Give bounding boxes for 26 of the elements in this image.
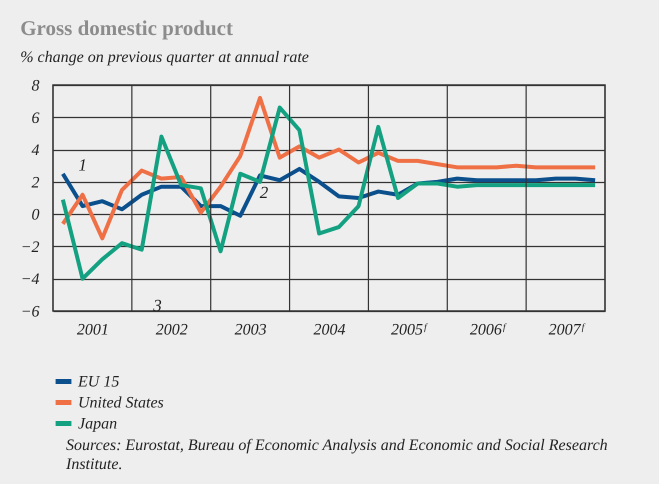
x-tick-label: 2002 [156,322,188,338]
x-tick-label: 2003 [234,322,267,338]
y-tick-label: −6 [20,304,40,320]
y-tick-label: −2 [20,238,40,256]
line-series [60,106,598,281]
y-tick-label: 6 [32,110,40,127]
annotation: 2 [260,183,269,202]
legend-label: EU 15 [77,374,120,390]
y-tick-label: 2 [32,174,40,192]
x-tick-label: 2001 [76,322,109,338]
line-series [60,96,598,240]
y-tick-label: 0 [32,206,40,224]
chart-title: Gross domestic product [20,16,233,40]
y-tick-label: −4 [20,271,40,288]
annotation: 1 [78,156,87,175]
legend-label: Japan [78,416,118,432]
chart-subtitle: % change on previous quarter at annual rate [20,49,309,66]
legend-label: United States [78,394,164,412]
y-tick-label: 8 [32,78,40,94]
source-note: Sources: Eurostat, Bureau of Economic Analysis and Economic and Social Research Institute. [66,436,609,474]
x-tick-label: 2004 [314,322,346,338]
x-tick-label: 2006ᶠ [470,322,507,338]
annotation: 3 [152,296,162,316]
x-tick-label: 2007ᶠ [548,322,586,338]
y-tick-label: 4 [32,142,40,160]
x-tick-label: 2005ᶠ [390,322,428,338]
